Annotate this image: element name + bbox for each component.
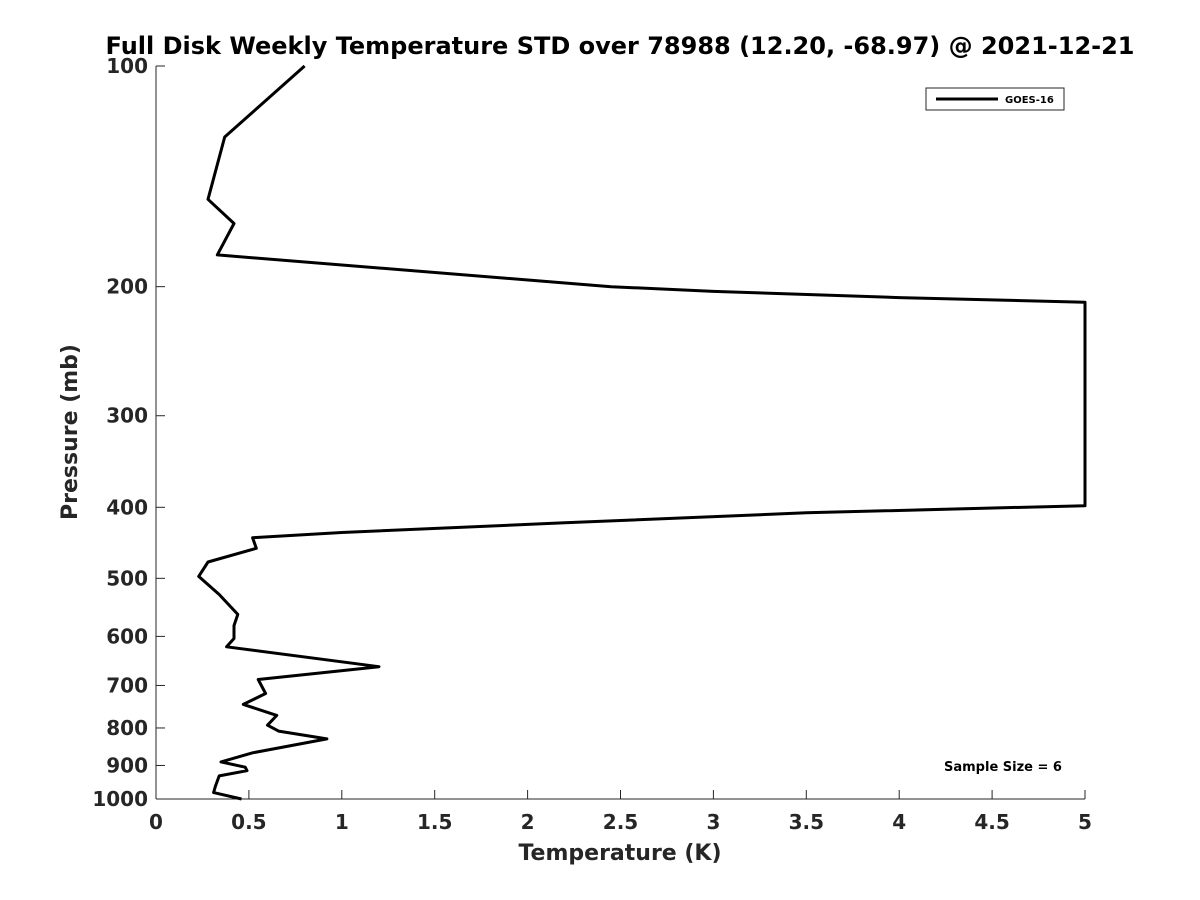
y-tick-label-7: 800 (106, 716, 148, 740)
x-axis-label: Temperature (K) (518, 841, 721, 866)
y-tick-label-8: 900 (106, 753, 148, 777)
y-tick-label-3: 400 (106, 495, 148, 519)
x-tick-label-7: 3.5 (789, 810, 824, 834)
y-tick-label-1: 200 (106, 275, 148, 299)
y-tick-label-6: 700 (106, 673, 148, 697)
sample-size-annotation: Sample Size = 6 (944, 760, 1062, 775)
x-tick-label-8: 4 (892, 810, 906, 834)
x-tick-label-1: 0.5 (231, 810, 266, 834)
chart-title: Full Disk Weekly Temperature STD over 78… (106, 32, 1135, 60)
series-line-goes-16 (197, 64, 1087, 801)
y-axis-label: Pressure (mb) (58, 344, 83, 520)
x-tick-label-2: 1 (335, 810, 349, 834)
x-tick-label-9: 4.5 (974, 810, 1009, 834)
x-tick-label-6: 3 (706, 810, 720, 834)
y-tick-label-5: 600 (106, 624, 148, 648)
y-tick-label-2: 300 (106, 404, 148, 428)
y-tick-label-0: 100 (106, 54, 148, 78)
x-tick-label-10: 5 (1078, 810, 1092, 834)
y-tick-label-4: 500 (106, 566, 148, 590)
x-tick-label-4: 2 (521, 810, 535, 834)
plot-area: 0 0.5 1 1.5 2 2.5 3 3.5 4 4.5 5 100 200 300 400 500 600 7… (92, 54, 1092, 834)
legend-label-goes-16: GOES-16 (1005, 95, 1054, 106)
legend: GOES-16 (925, 87, 1065, 111)
x-tick-label-5: 2.5 (603, 810, 638, 834)
y-tick-label-9: 1000 (92, 787, 148, 811)
x-tick-label-3: 1.5 (417, 810, 452, 834)
x-tick-label-0: 0 (149, 810, 163, 834)
